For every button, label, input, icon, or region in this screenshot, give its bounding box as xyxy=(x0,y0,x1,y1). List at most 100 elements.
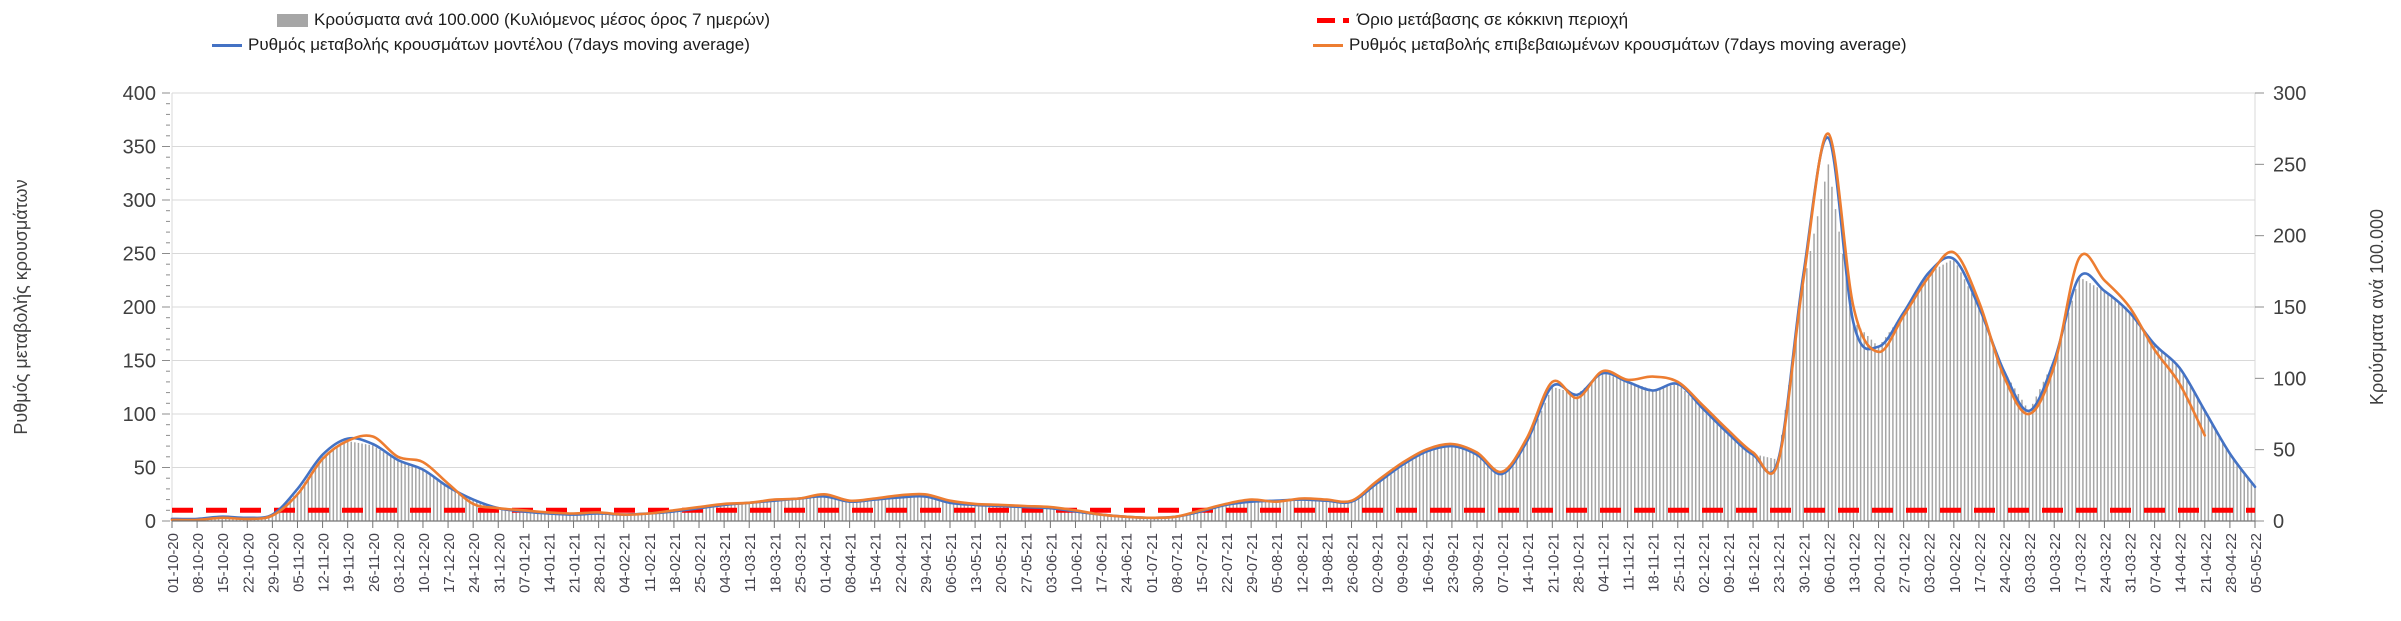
x-axis-tick-label: 27-05-21 xyxy=(1018,533,1035,593)
legend-label: Όριο μετάβασης σε κόκκινη περιοχή xyxy=(1357,10,1629,29)
x-axis-tick-label: 25-02-21 xyxy=(692,533,709,593)
x-axis-tick-label: 19-11-20 xyxy=(341,533,358,592)
x-axis-tick-label: 22-10-20 xyxy=(240,533,257,593)
left-axis: 0 50 100 150 200 250 300 350 400 xyxy=(123,83,170,533)
legend-item-confirmed-line[interactable]: Ρυθμός μεταβολής επιβεβαιωμένων κρουσμάτ… xyxy=(1313,35,1907,55)
right-axis-tick-label: 300 xyxy=(2273,83,2306,105)
left-axis-tick-label: 350 xyxy=(123,137,156,159)
bar-swatch-icon xyxy=(277,13,308,27)
x-axis-tick-label: 16-12-21 xyxy=(1746,533,1763,593)
right-axis-tick-label: 0 xyxy=(2273,511,2284,533)
x-axis-tick-label: 12-08-21 xyxy=(1294,533,1311,593)
right-axis-tick-label: 250 xyxy=(2273,154,2306,176)
x-axis-tick-label: 23-09-21 xyxy=(1445,533,1462,593)
x-axis-tick-label: 04-11-21 xyxy=(1596,533,1613,592)
x-axis-tick-label: 14-10-21 xyxy=(1520,533,1537,593)
x-axis-tick-label: 03-06-21 xyxy=(1043,533,1060,593)
line-swatch-icon xyxy=(212,43,242,47)
x-axis-tick-label: 21-04-22 xyxy=(2198,533,2215,593)
x-axis: 01-10-20 08-10-20 15-10-20 22-10-20 29-10-20… xyxy=(165,521,2265,593)
x-axis-tick-label: 26-08-21 xyxy=(1345,533,1362,593)
x-axis-tick-label: 18-03-21 xyxy=(767,533,784,593)
x-axis-tick-label: 08-04-21 xyxy=(843,533,860,593)
x-axis-tick-label: 30-12-21 xyxy=(1796,533,1813,593)
right-axis-tick-label: 50 xyxy=(2273,440,2295,462)
legend-item-threshold[interactable]: Όριο μετάβασης σε κόκκινη περιοχή xyxy=(1317,10,1628,30)
x-axis-tick-label: 18-11-21 xyxy=(1646,533,1663,592)
x-axis-tick-label: 25-11-21 xyxy=(1671,533,1688,592)
legend-label: Ρυθμός μεταβολής κρουσμάτων μοντέλου (7d… xyxy=(248,35,750,54)
gridlines xyxy=(171,92,2256,521)
x-axis-tick-label: 28-10-21 xyxy=(1570,533,1587,593)
x-axis-tick-label: 09-12-21 xyxy=(1721,533,1738,593)
x-axis-tick-label: 01-04-21 xyxy=(818,533,835,593)
x-axis-tick-label: 29-10-20 xyxy=(265,533,282,593)
x-axis-tick-label: 08-10-20 xyxy=(190,533,207,593)
x-axis-tick-label: 22-04-21 xyxy=(893,533,910,593)
legend-item-model-line[interactable]: Ρυθμός μεταβολής κρουσμάτων μοντέλου (7d… xyxy=(212,35,750,55)
left-axis-tick-label: 400 xyxy=(123,83,156,105)
x-axis-tick-label: 28-01-21 xyxy=(592,533,609,593)
x-axis-tick-label: 01-07-21 xyxy=(1144,533,1161,593)
x-axis-tick-label: 03-03-22 xyxy=(2022,533,2039,593)
x-axis-tick-label: 24-02-22 xyxy=(1997,533,2014,593)
x-axis-tick-label: 29-04-21 xyxy=(918,533,935,593)
left-axis-tick-label: 100 xyxy=(123,404,156,426)
x-axis-tick-label: 20-01-22 xyxy=(1872,533,1889,593)
x-axis-tick-label: 13-01-22 xyxy=(1847,533,1864,593)
line-swatch-icon xyxy=(1313,43,1343,47)
x-axis-tick-label: 17-02-22 xyxy=(1972,533,1989,593)
x-axis-tick-label: 07-01-21 xyxy=(516,533,533,593)
x-axis-tick-label: 08-07-21 xyxy=(1169,533,1186,593)
x-axis-tick-label: 15-07-21 xyxy=(1194,533,1211,593)
x-axis-tick-label: 21-10-21 xyxy=(1545,533,1562,593)
x-axis-tick-label: 13-05-21 xyxy=(968,533,985,593)
x-axis-tick-label: 03-12-20 xyxy=(391,533,408,593)
x-axis-tick-label: 24-06-21 xyxy=(1119,533,1136,593)
x-axis-tick-label: 09-09-21 xyxy=(1395,533,1412,593)
cases-per-100k-bars xyxy=(171,164,2256,521)
legend-label: Κρούσματα ανά 100.000 (Κυλιόμενος μέσος … xyxy=(314,10,771,29)
x-axis-tick-label: 14-04-22 xyxy=(2173,533,2190,593)
right-axis-tick-label: 150 xyxy=(2273,297,2306,319)
x-axis-tick-label: 19-08-21 xyxy=(1319,533,1336,593)
x-axis-tick-label: 14-01-21 xyxy=(541,533,558,593)
right-axis: 0 50 100 150 200 250 300 xyxy=(2255,83,2306,533)
x-axis-tick-label: 11-11-21 xyxy=(1621,533,1638,591)
dashed-line-swatch-icon xyxy=(1317,17,1351,23)
right-axis-tick-label: 200 xyxy=(2273,226,2306,248)
x-axis-tick-label: 10-02-22 xyxy=(1947,533,1964,593)
axis-titles: Ρυθμός μεταβολής κρουσμάτων Κρούσματα ανά… xyxy=(11,179,2387,434)
x-axis-tick-label: 27-01-22 xyxy=(1897,533,1914,593)
right-axis-tick-label: 100 xyxy=(2273,368,2306,390)
x-axis-tick-label: 30-09-21 xyxy=(1470,533,1487,593)
x-axis-tick-label: 02-12-21 xyxy=(1696,533,1713,593)
left-axis-tick-label: 250 xyxy=(123,244,156,266)
x-axis-tick-label: 02-09-21 xyxy=(1370,533,1387,593)
x-axis-tick-label: 01-10-20 xyxy=(165,533,182,593)
left-axis-tick-label: 200 xyxy=(123,297,156,319)
x-axis-tick-label: 17-03-22 xyxy=(2072,533,2089,593)
legend-item-cases-bars[interactable]: Κρούσματα ανά 100.000 (Κυλιόμενος μέσος … xyxy=(277,10,770,30)
x-axis-tick-label: 25-03-21 xyxy=(792,533,809,593)
x-axis-tick-label: 20-05-21 xyxy=(993,533,1010,593)
x-axis-tick-label: 24-03-22 xyxy=(2097,533,2114,593)
right-axis-title: Κρούσματα ανά 100.000 xyxy=(2367,209,2387,405)
left-axis-tick-label: 150 xyxy=(123,351,156,373)
x-axis-tick-label: 04-02-21 xyxy=(617,533,634,593)
x-axis-tick-label: 03-02-22 xyxy=(1922,533,1939,593)
x-axis-tick-label: 22-07-21 xyxy=(1219,533,1236,593)
left-axis-tick-label: 300 xyxy=(123,190,156,212)
x-axis-tick-label: 15-10-20 xyxy=(215,533,232,593)
x-axis-tick-label: 07-04-22 xyxy=(2148,533,2165,593)
x-axis-tick-label: 11-02-21 xyxy=(642,533,659,592)
left-axis-title: Ρυθμός μεταβολής κρουσμάτων xyxy=(11,179,31,434)
x-axis-tick-label: 05-11-20 xyxy=(291,533,308,592)
x-axis-tick-label: 05-05-22 xyxy=(2248,533,2265,593)
x-axis-tick-label: 05-08-21 xyxy=(1269,533,1286,593)
x-axis-tick-label: 21-01-21 xyxy=(567,533,584,593)
left-axis-tick-label: 50 xyxy=(134,458,156,480)
x-axis-tick-label: 28-04-22 xyxy=(2223,533,2240,593)
x-axis-tick-label: 17-12-20 xyxy=(441,533,458,593)
